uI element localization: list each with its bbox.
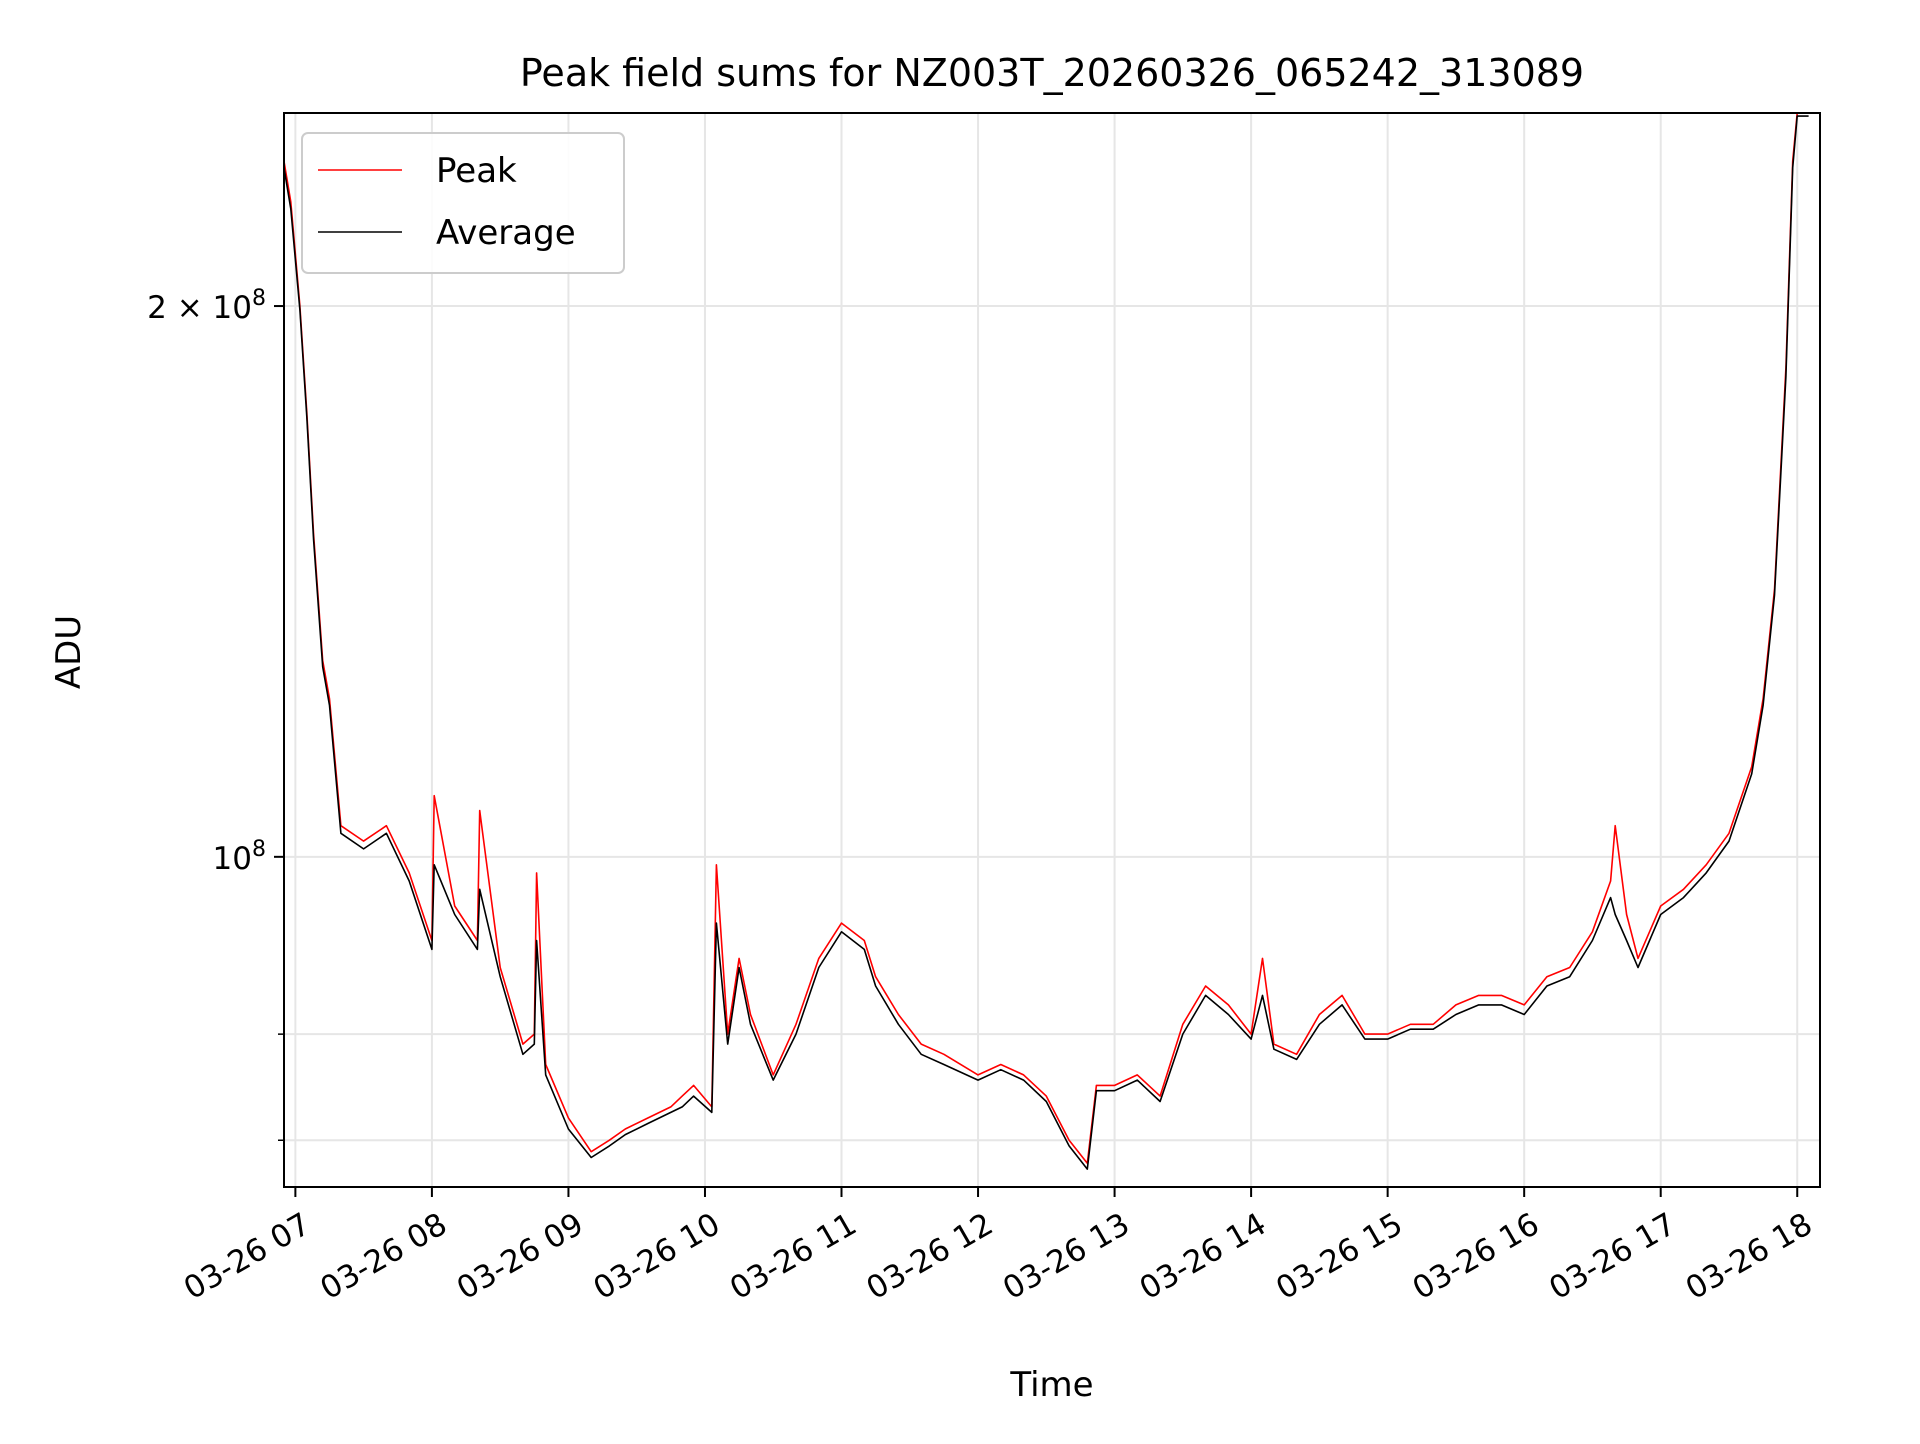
y-tick-label: 2 × 108 <box>147 286 266 326</box>
chart-title: Peak field sums for NZ003T_20260326_0652… <box>520 51 1584 95</box>
series-line-peak <box>284 113 1809 1165</box>
y-axis-label: ADU <box>49 615 89 689</box>
x-axis-label: Time <box>1009 1365 1093 1405</box>
plot-frame <box>283 112 1821 1188</box>
series-line-average <box>284 115 1809 1170</box>
legend-label-average: Average <box>436 213 576 253</box>
series-layer <box>284 113 1809 1170</box>
legend: Peak Average <box>301 132 625 274</box>
grid-layer <box>284 113 1820 1187</box>
legend-label-peak: Peak <box>436 151 517 191</box>
legend-box <box>301 132 625 274</box>
y-tick-label: 108 <box>213 837 266 877</box>
